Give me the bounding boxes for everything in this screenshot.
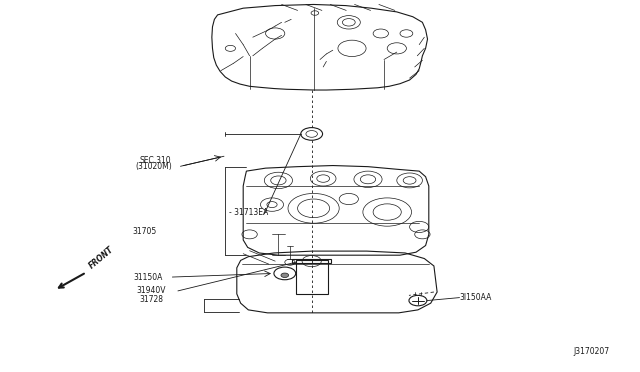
Text: 31728: 31728 (140, 295, 164, 304)
Text: - 31713EA: - 31713EA (229, 208, 268, 217)
Text: 3l150AA: 3l150AA (460, 293, 492, 302)
Bar (292, 259, 331, 263)
Text: 31150A: 31150A (134, 273, 163, 282)
Text: 31940V: 31940V (136, 286, 166, 295)
Text: SEC.310: SEC.310 (140, 156, 171, 165)
Text: J3170207: J3170207 (573, 347, 609, 356)
Circle shape (281, 273, 289, 278)
Text: (31020M): (31020M) (136, 162, 172, 171)
Bar (296, 260, 328, 294)
Text: 31705: 31705 (132, 227, 157, 236)
Text: FRONT: FRONT (88, 245, 116, 271)
